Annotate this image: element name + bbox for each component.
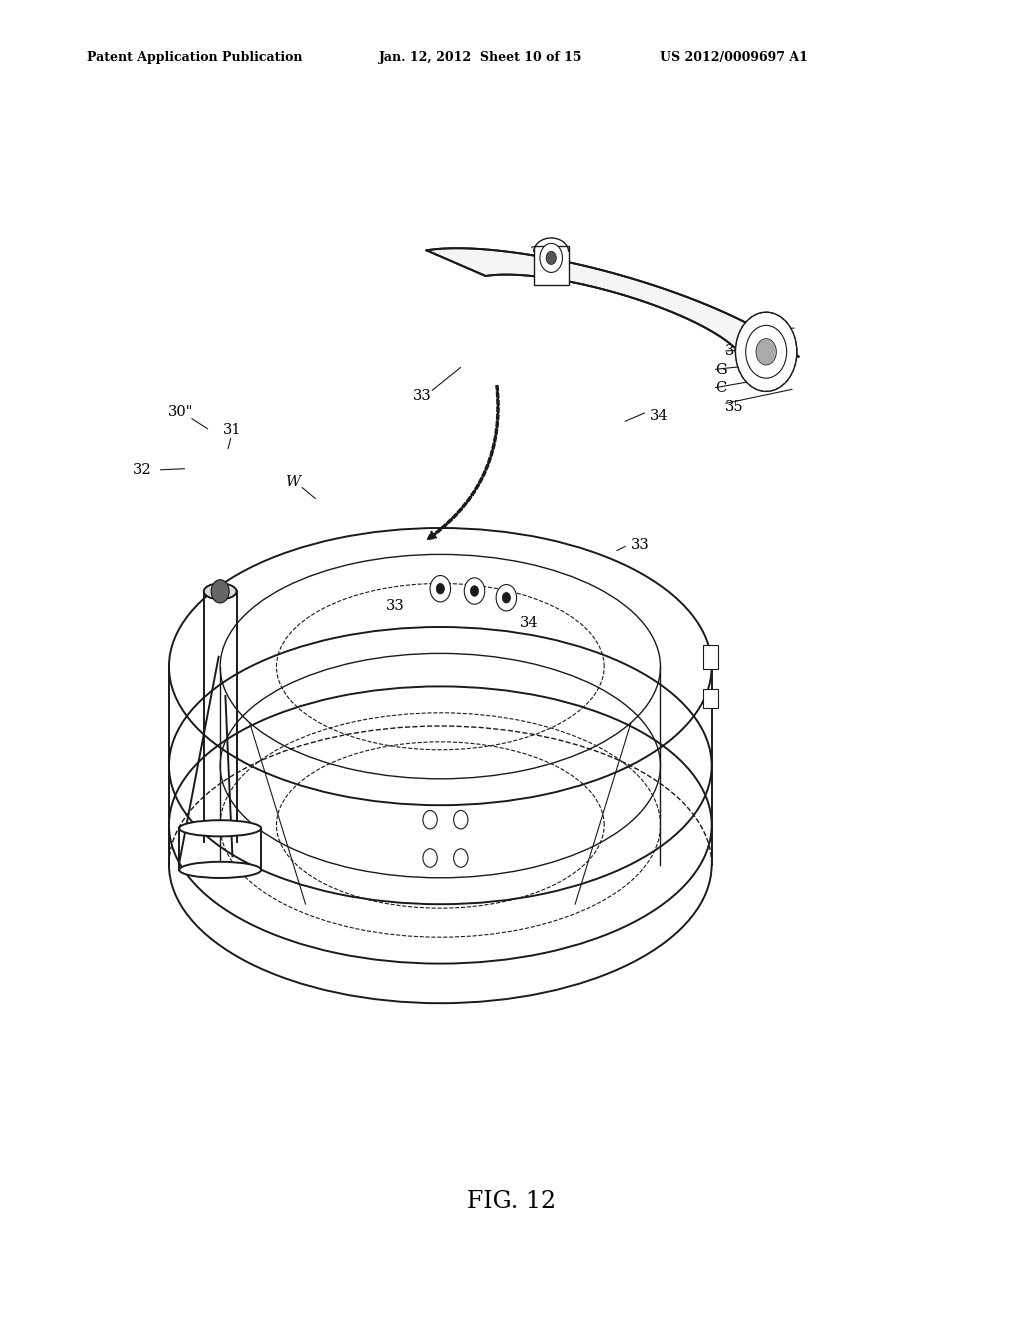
Circle shape: [464, 578, 484, 605]
Circle shape: [454, 849, 468, 867]
Bar: [703, 689, 718, 708]
Ellipse shape: [179, 862, 261, 878]
Ellipse shape: [204, 583, 237, 599]
Bar: [534, 247, 568, 285]
Circle shape: [546, 251, 556, 264]
Text: W: W: [285, 475, 300, 488]
Text: 33: 33: [413, 389, 431, 403]
Text: 34: 34: [520, 616, 539, 630]
Circle shape: [423, 849, 437, 867]
Circle shape: [430, 576, 451, 602]
Circle shape: [454, 810, 468, 829]
Circle shape: [436, 583, 444, 594]
Text: 35: 35: [725, 400, 743, 413]
Text: C: C: [715, 325, 726, 338]
Circle shape: [735, 313, 797, 392]
Text: 36: 36: [725, 345, 743, 358]
Bar: [703, 645, 718, 669]
Text: 34: 34: [650, 409, 669, 422]
Circle shape: [745, 326, 786, 379]
Circle shape: [423, 810, 437, 829]
FancyArrowPatch shape: [427, 385, 499, 540]
Text: 34: 34: [529, 247, 548, 260]
Circle shape: [540, 243, 562, 272]
Circle shape: [470, 586, 478, 597]
Circle shape: [496, 585, 516, 611]
Text: G: G: [715, 363, 726, 376]
Text: 33: 33: [631, 539, 649, 552]
Text: Patent Application Publication: Patent Application Publication: [87, 50, 302, 63]
Text: 30": 30": [168, 405, 194, 418]
Polygon shape: [426, 248, 799, 356]
Text: FIG. 12: FIG. 12: [467, 1189, 557, 1213]
Text: C: C: [715, 381, 726, 395]
Text: 31: 31: [223, 424, 242, 437]
Circle shape: [502, 593, 510, 603]
Circle shape: [756, 339, 776, 366]
Text: Jan. 12, 2012  Sheet 10 of 15: Jan. 12, 2012 Sheet 10 of 15: [379, 50, 583, 63]
Ellipse shape: [179, 820, 261, 837]
Circle shape: [211, 579, 229, 603]
Text: 33: 33: [386, 599, 404, 612]
Text: 32: 32: [133, 463, 152, 477]
Text: US 2012/0009697 A1: US 2012/0009697 A1: [660, 50, 808, 63]
